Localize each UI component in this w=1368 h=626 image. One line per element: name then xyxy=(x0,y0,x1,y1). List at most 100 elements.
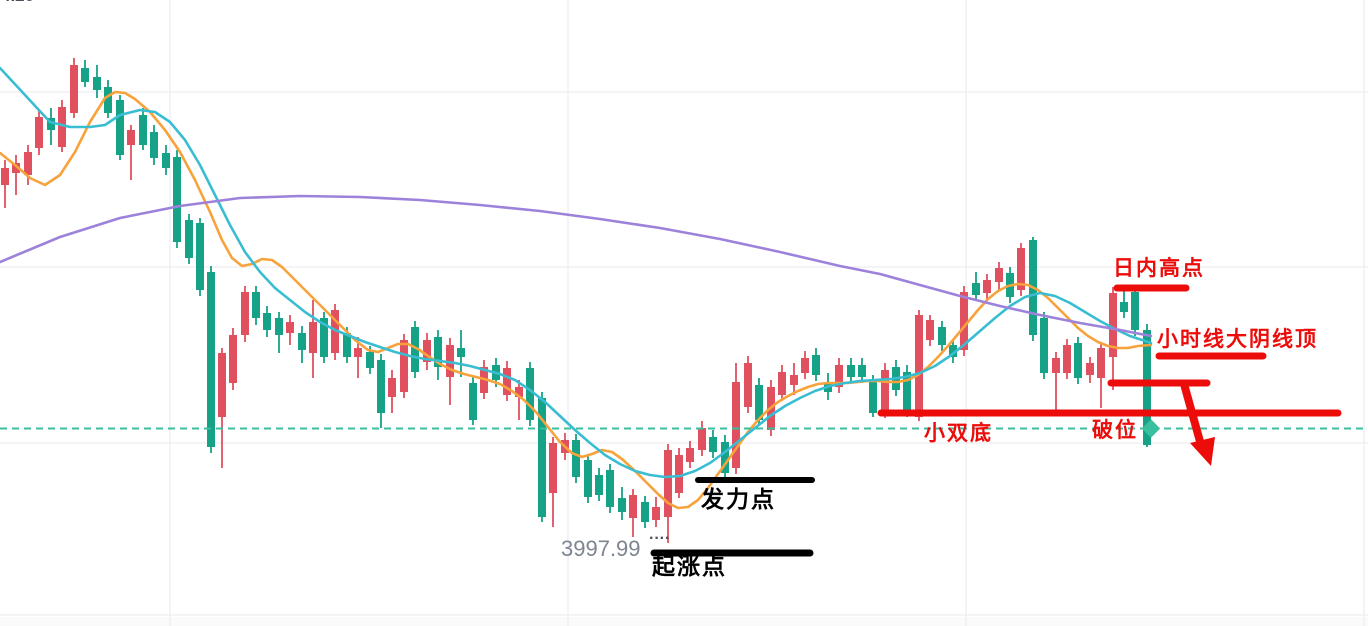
candle-body xyxy=(538,398,546,517)
candle-body xyxy=(858,365,866,377)
candle-body xyxy=(47,118,55,130)
candle-body xyxy=(869,382,877,413)
candle-body xyxy=(24,152,32,175)
candle-body xyxy=(698,428,706,450)
candle-body xyxy=(744,363,752,407)
ma-line-mid-cyan xyxy=(0,66,1153,479)
candle-body xyxy=(903,372,911,413)
candle-body xyxy=(12,163,20,173)
candle-body xyxy=(263,313,271,330)
candle-body xyxy=(1063,345,1071,373)
candle-body xyxy=(949,345,957,357)
candle-body xyxy=(641,502,649,522)
annotation-power-point-label: 发力点 xyxy=(701,487,776,512)
candle-body xyxy=(584,460,592,497)
candle-body xyxy=(881,370,889,415)
candle-body xyxy=(93,77,101,90)
candle-body xyxy=(411,327,419,372)
current-price-marker-diamond xyxy=(1141,419,1161,438)
candle-body xyxy=(790,375,798,385)
candle-body xyxy=(298,333,306,350)
low-price-dots: ···· xyxy=(649,530,671,547)
candle-body xyxy=(286,322,294,333)
candle-body xyxy=(755,385,763,420)
candle-body xyxy=(915,315,923,417)
clipped-header-price-text: 4.20 xyxy=(1,0,34,5)
candle-body xyxy=(173,157,181,242)
annotation-hourly-bear-top-label: 小时线大阴线顶 xyxy=(1157,327,1318,351)
candle-body xyxy=(972,283,980,295)
candle-body xyxy=(241,292,249,335)
candle-body xyxy=(218,353,226,417)
candle-body xyxy=(926,320,934,340)
low-price-label: 3997.99 xyxy=(561,536,641,561)
candle-body xyxy=(1074,343,1082,378)
annotation-intraday-high-label: 日内高点 xyxy=(1113,256,1205,280)
annotation-double-bottom-label: 小双底 xyxy=(924,421,993,445)
candle-body xyxy=(388,378,396,397)
candle-body xyxy=(104,87,112,113)
candle-body xyxy=(1143,330,1151,445)
candle-body xyxy=(549,443,557,493)
candle-body xyxy=(81,68,89,82)
candle-body xyxy=(331,310,339,353)
candle-body xyxy=(1017,248,1025,290)
candle-body xyxy=(721,442,729,473)
candle-body xyxy=(778,372,786,395)
candle-body xyxy=(675,455,683,493)
candle-body xyxy=(58,107,66,147)
candle-body xyxy=(196,223,204,290)
candle-body xyxy=(606,470,614,507)
candle-body xyxy=(526,368,534,420)
candle-body xyxy=(732,382,740,468)
candle-body xyxy=(116,100,124,155)
candle-body xyxy=(686,448,694,462)
candle-body xyxy=(1,168,9,185)
candle-body xyxy=(503,368,511,395)
candle-body xyxy=(515,387,523,397)
candle-body xyxy=(400,340,408,392)
candle-body xyxy=(618,498,626,512)
candle-body xyxy=(1052,358,1060,373)
candle-body xyxy=(366,352,374,368)
candle-body xyxy=(812,355,820,375)
candle-body xyxy=(35,117,43,148)
candle-body xyxy=(207,272,215,447)
candle-body xyxy=(185,220,193,258)
annotation-rise-start-label: 起涨点 xyxy=(652,554,727,579)
candle-body xyxy=(1120,302,1128,312)
time-axis-strip xyxy=(0,617,1368,626)
candle-body xyxy=(847,365,855,377)
candle-body xyxy=(960,292,968,350)
ma-line-fast-orange xyxy=(0,90,1153,510)
candle-body xyxy=(252,292,260,318)
breakdown-arrow-head xyxy=(1190,437,1215,466)
candle-body xyxy=(275,318,283,335)
candle-body xyxy=(354,348,362,357)
candle-body xyxy=(595,475,603,495)
candle-body xyxy=(572,440,580,477)
candle-body xyxy=(835,365,843,387)
candle-body xyxy=(469,383,477,420)
candle-body xyxy=(377,360,385,413)
candle-body xyxy=(434,337,442,367)
candle-body xyxy=(995,268,1003,282)
candle-body xyxy=(664,450,672,517)
candle-body xyxy=(423,340,431,362)
candle-body xyxy=(652,507,660,520)
candle-body xyxy=(1097,348,1105,378)
annotation-breakdown-label: 破位 xyxy=(1092,418,1138,442)
candle-body xyxy=(162,153,170,168)
candle-body xyxy=(801,358,809,373)
candle-body xyxy=(709,437,717,452)
candle-body xyxy=(309,322,317,353)
candle-body xyxy=(457,348,465,357)
candle-body xyxy=(1086,363,1094,375)
candle-body xyxy=(938,327,946,345)
ma-line-slow-purple xyxy=(0,194,1153,338)
candle-body xyxy=(139,115,147,145)
candle-body xyxy=(629,495,637,518)
candle-body xyxy=(150,132,158,158)
